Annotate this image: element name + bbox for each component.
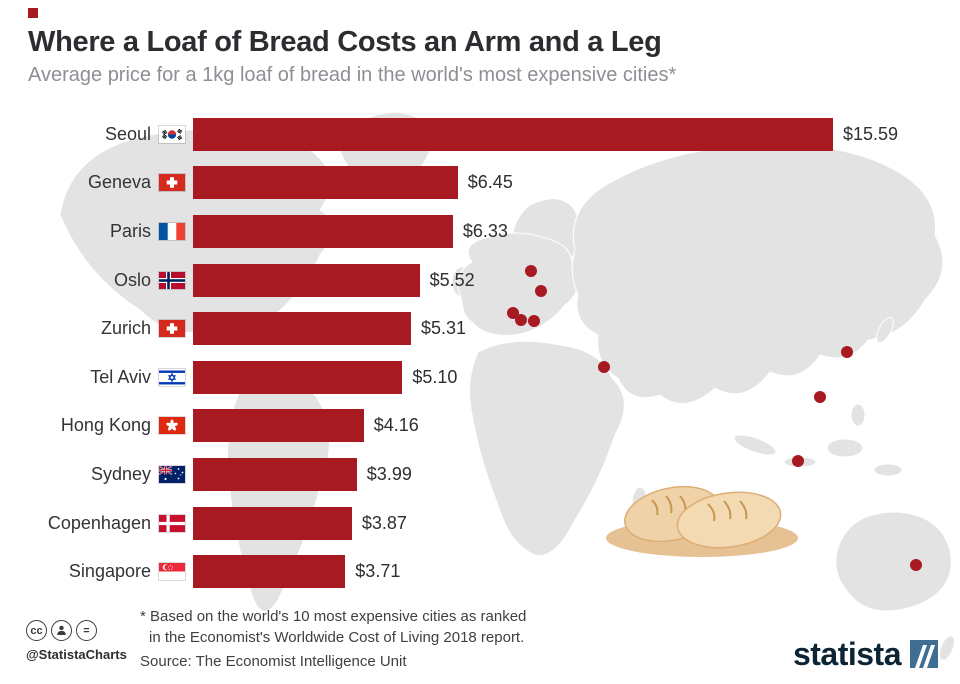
price-bar [193,214,453,248]
source-line: Source: The Economist Intelligence Unit [140,653,407,670]
no-derivatives-icon: = [76,620,97,641]
city-label: Geneva [87,172,151,193]
city-label: Seoul [104,123,151,144]
bar-row: Seoul $15.59 [28,110,940,159]
chart-title: Where a Loaf of Bread Costs an Arm and a… [28,26,662,58]
city-label: Zurich [100,318,151,339]
price-bar [193,555,346,589]
city-label: Copenhagen [47,512,151,533]
city-label: Singapore [68,561,151,582]
kr-flag-icon [159,125,185,143]
hk-flag-icon [159,417,185,435]
price-bar [193,166,458,200]
map-australia [835,511,952,612]
price-bar [193,263,420,297]
bar-row: Hong Kong $4.16 [28,402,940,451]
sg-flag-icon [159,563,185,581]
city-label: Paris [109,220,151,241]
price-label: $15.59 [843,123,899,144]
no-flag-icon [159,271,185,289]
price-label: $5.10 [412,366,458,387]
statista-logo: statista [793,638,938,670]
bar-row: Oslo $5.52 [28,256,940,305]
au-flag-icon [159,465,185,483]
price-bar [193,506,352,540]
bar-row: Geneva $6.45 [28,159,940,208]
ch-flag-icon [159,174,185,192]
city-label: Sydney [90,463,151,484]
chart-subtitle: Average price for a 1kg loaf of bread in… [28,64,677,86]
statista-logo-text: statista [792,636,902,672]
credit-block: cc = @StatistaCharts [26,620,127,662]
price-bar [193,117,833,151]
map-africa [469,340,625,557]
ch-flag-icon [159,320,185,338]
price-bar [193,409,364,443]
map-new-zealand [939,635,955,661]
price-label: $5.31 [420,318,467,339]
price-label: $4.16 [373,415,419,436]
dk-flag-icon [159,514,185,532]
map-sumatra [733,434,777,456]
fr-flag-icon [159,222,185,240]
bar-row: Zurich $5.31 [28,304,940,353]
accent-square [28,8,38,18]
cc-license-icons: cc = [26,620,127,641]
statista-logo-mark [910,640,938,668]
price-bar [193,457,357,491]
footnote-line-1: * Based on the world's 10 most expensive… [140,608,527,625]
map-japan [876,316,894,344]
bar-row: Sydney $3.99 [28,450,940,499]
city-label: Hong Kong [60,415,151,436]
footnote: * Based on the world's 10 most expensive… [140,606,526,648]
price-label: $5.52 [429,269,475,290]
bar-row: Paris $6.33 [28,207,940,256]
map-newguinea [873,463,903,477]
bar-row: Tel Aviv $5.10 [28,353,940,402]
price-bar [193,360,403,394]
map-borneo [826,438,864,458]
footnote-line-2: in the Economist's Worldwide Cost of Liv… [149,629,525,646]
price-bar [193,312,411,346]
price-label: $3.71 [355,561,401,582]
bar-row: Singapore $3.71 [28,547,940,596]
bar-chart: Seoul $15.59 Geneva $6.45 Paris [28,110,940,596]
price-label: $3.87 [361,512,407,533]
city-label: Oslo [113,269,151,290]
statista-charts-handle: @StatistaCharts [26,647,127,662]
bread-illustration [606,485,798,557]
map-philippines [850,403,866,427]
price-label: $6.33 [462,220,508,241]
bar-row: Copenhagen $3.87 [28,499,940,548]
price-label: $3.99 [366,463,412,484]
il-flag-icon [159,368,185,386]
city-label: Tel Aviv [90,366,151,387]
attribution-person-icon [51,620,72,641]
price-label: $6.45 [467,172,513,193]
cc-icon: cc [26,620,47,641]
